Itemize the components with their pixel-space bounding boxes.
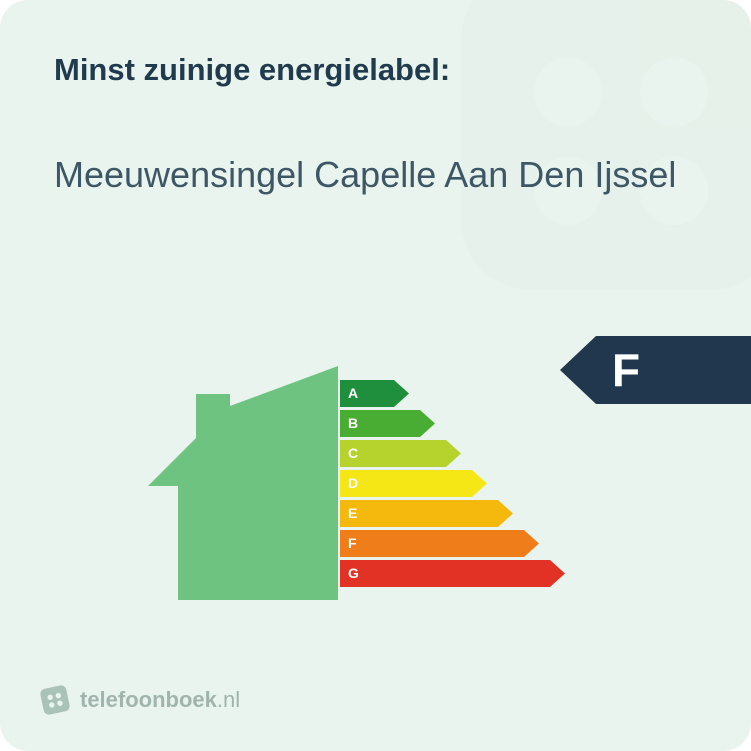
address-subtitle: Meeuwensingel Capelle Aan Den Ijssel [54,152,697,197]
footer: telefoonboek.nl [40,685,240,715]
result-tag: F [560,336,751,404]
footer-logo-icon [37,682,73,718]
energy-bar-label: G [348,560,359,587]
energy-bar-label: A [348,380,358,407]
house-icon [148,366,338,600]
footer-brand-tld: .nl [217,687,240,712]
footer-brand-name: telefoonboek [80,687,217,712]
energy-bar-label: C [348,440,358,467]
energy-bar-label: E [348,500,357,527]
energy-bar-label: F [348,530,357,557]
result-arrow-icon [560,336,596,404]
footer-brand: telefoonboek.nl [80,687,240,713]
energy-bar-label: B [348,410,358,437]
card-title: Minst zuinige energielabel: [54,52,450,88]
energy-bar-label: D [348,470,358,497]
result-label: F [596,336,751,404]
energy-label-card: Minst zuinige energielabel: Meeuwensinge… [0,0,751,751]
